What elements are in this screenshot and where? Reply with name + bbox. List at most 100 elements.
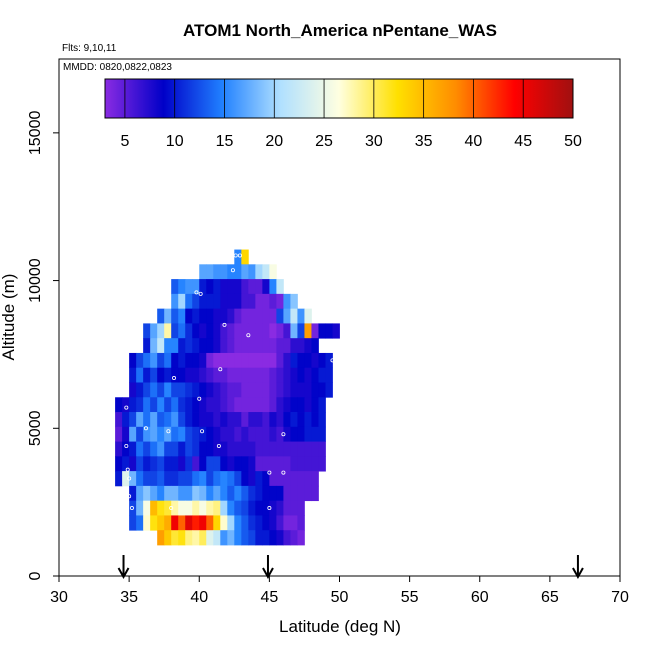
heatmap-cell — [234, 500, 242, 516]
heatmap-cell — [171, 352, 179, 369]
heatmap-cell — [164, 441, 172, 457]
x-axis: 30 35 40 45 50 55 60 65 70 — [50, 576, 629, 606]
heatmap-cell — [220, 441, 228, 457]
heatmap-cell — [290, 293, 298, 310]
heatmap-cell — [185, 471, 193, 487]
heatmap-cell — [220, 264, 228, 280]
heatmap-cell — [227, 323, 235, 339]
heatmap-cell — [234, 352, 242, 369]
heatmap-cell — [283, 485, 291, 502]
heatmap-cell — [129, 485, 137, 502]
colorbar — [104, 78, 574, 119]
heatmap-cell — [311, 412, 319, 428]
heatmap-cell — [213, 515, 221, 531]
heatmap-cell — [241, 352, 249, 369]
heatmap-cell — [164, 412, 172, 428]
heatmap-cell — [297, 515, 305, 531]
heatmap-cell — [262, 352, 270, 369]
sample-point — [230, 268, 235, 273]
heatmap-cell — [227, 530, 235, 546]
heatmap-cell — [206, 397, 214, 413]
heatmap-cell — [227, 293, 235, 310]
heatmap-cell — [318, 441, 326, 457]
heatmap-cell — [115, 456, 123, 472]
sample-point — [560, 337, 565, 342]
heatmap-cell — [213, 471, 221, 487]
heatmap-cell — [122, 441, 130, 457]
heatmap-cell — [234, 367, 242, 383]
heatmap-cell — [115, 412, 123, 428]
heatmap-cell — [150, 471, 158, 487]
heatmap-cell — [248, 515, 256, 531]
heatmap-cell — [136, 382, 144, 398]
heatmap-cell — [227, 500, 235, 516]
heatmap-cell — [276, 352, 284, 369]
heatmap-cell — [234, 382, 242, 398]
heatmap-cell — [185, 338, 193, 354]
heatmap-cell — [206, 382, 214, 398]
heatmap-cell — [255, 456, 263, 472]
sample-point — [218, 367, 223, 372]
heatmap-cell — [318, 382, 326, 398]
heatmap-cell — [150, 412, 158, 428]
heatmap-cell — [276, 308, 284, 324]
heatmap-cell — [269, 338, 277, 354]
heatmap-cell — [283, 308, 291, 324]
heatmap-cell — [178, 426, 186, 442]
sample-point — [267, 506, 272, 511]
heatmap-cell — [213, 293, 221, 310]
heatmap-cell — [171, 456, 179, 472]
heatmap-cell — [227, 441, 235, 457]
heatmap-cell — [213, 530, 221, 546]
heatmap-cell — [199, 279, 207, 295]
heatmap-cell — [283, 293, 291, 310]
heatmap-cell — [206, 426, 214, 442]
heatmap-cell — [143, 441, 151, 457]
heatmap-cell — [311, 367, 319, 383]
heatmap-cell — [199, 382, 207, 398]
heatmap-cell — [199, 471, 207, 487]
heatmap-cell — [318, 352, 326, 369]
heatmap-cell — [290, 367, 298, 383]
heatmap-cell — [276, 397, 284, 413]
heatmap-cell — [241, 367, 249, 383]
heatmap-cell — [171, 515, 179, 531]
heatmap-cell — [311, 382, 319, 398]
heatmap-cell — [269, 279, 277, 295]
heatmap-cell — [143, 367, 151, 383]
heatmap-cell — [262, 441, 270, 457]
heatmap-cell — [304, 426, 312, 442]
sample-point — [491, 405, 496, 410]
sample-point — [519, 336, 524, 341]
heatmap-cell — [150, 441, 158, 457]
heatmap-cell — [192, 293, 200, 310]
sample-point — [127, 476, 132, 481]
heatmap-cell — [318, 397, 326, 413]
heatmap-cell — [129, 456, 137, 472]
heatmap-cell — [290, 530, 298, 546]
heatmap-cell — [290, 485, 298, 502]
heatmap-cell — [143, 382, 151, 398]
heatmap-cell — [220, 471, 228, 487]
heatmap-cell — [262, 397, 270, 413]
sample-point — [533, 336, 538, 341]
heatmap-cell — [255, 338, 263, 354]
sample-point — [125, 467, 130, 472]
sample-point — [418, 370, 423, 375]
heatmap-cell — [248, 264, 256, 280]
heatmap-cell — [213, 323, 221, 339]
heatmap-cell — [199, 352, 207, 369]
heatmap-cell — [283, 367, 291, 383]
heatmap-cell — [136, 441, 144, 457]
heatmap-cell — [248, 293, 256, 310]
heatmap-cell — [276, 456, 284, 472]
heatmap-cell — [136, 426, 144, 442]
sample-point — [172, 376, 177, 381]
heatmap-cell — [192, 471, 200, 487]
heatmap-cell — [318, 456, 326, 472]
heatmap-cell — [171, 323, 179, 339]
sample-point — [533, 384, 538, 389]
heatmap-cell — [255, 279, 263, 295]
heatmap-cell — [157, 441, 165, 457]
heatmap-cell — [143, 471, 151, 487]
